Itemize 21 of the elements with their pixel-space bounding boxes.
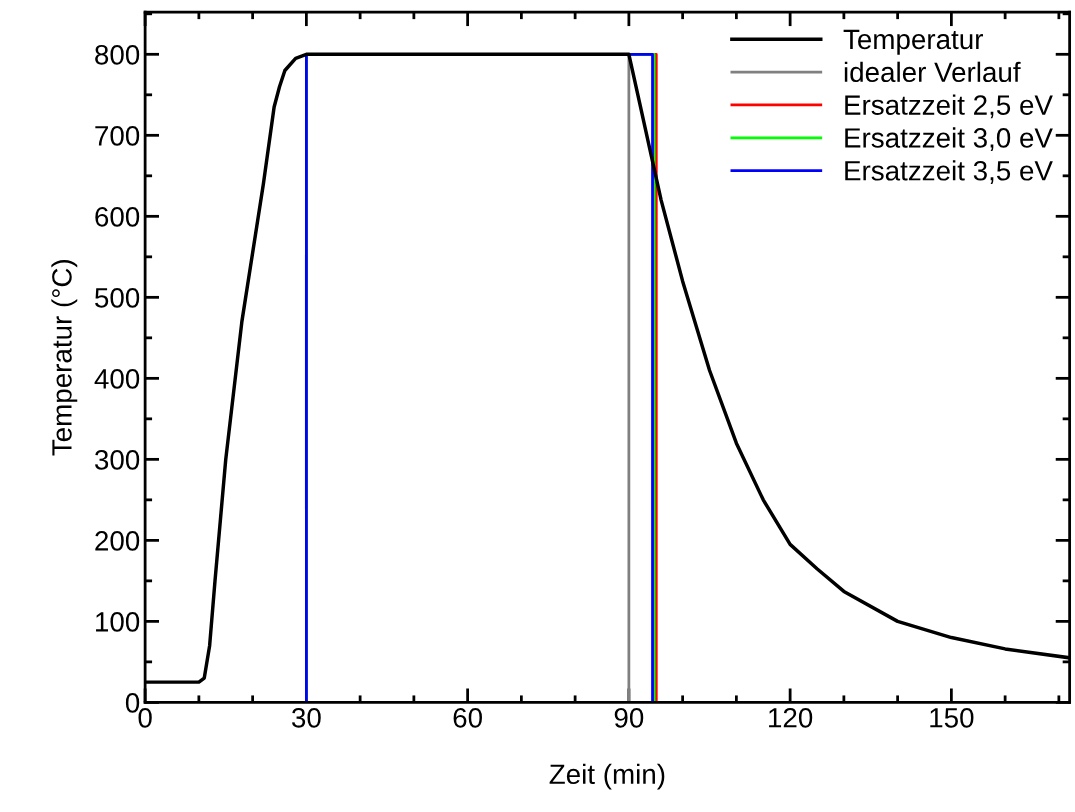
- x-axis-title: Zeit (min): [549, 763, 665, 790]
- legend-label: Ersatzzeit 3,0 eV: [845, 127, 1053, 152]
- y-tick-label: 100: [96, 612, 140, 632]
- y-tick-label: 600: [95, 206, 140, 227]
- y-tick-label: 0: [125, 693, 140, 713]
- y-tick-label: 400: [94, 369, 140, 389]
- y-tick-label: 700: [95, 125, 140, 146]
- y-tick-label: 500: [95, 288, 140, 308]
- legend-label: Ersatzzeit 3,5 eV: [845, 160, 1053, 184]
- legend-label: Temperatur: [843, 29, 984, 55]
- y-tick-label: 200: [95, 531, 140, 551]
- y-tick-label: 300: [94, 450, 140, 470]
- x-tick-label: 120: [769, 707, 813, 728]
- x-tick-label: 150: [930, 707, 974, 728]
- y-tick-label: 800: [95, 44, 140, 65]
- legend-label: idealer Verlauf: [844, 61, 1021, 83]
- legend-label: Ersatzzeit 2,5 eV: [845, 94, 1053, 119]
- x-tick-label: 90: [614, 707, 644, 728]
- x-tick-label: 30: [291, 707, 321, 728]
- y-axis-title: Temperatur (°C): [51, 260, 78, 456]
- x-tick-label: 60: [453, 707, 482, 728]
